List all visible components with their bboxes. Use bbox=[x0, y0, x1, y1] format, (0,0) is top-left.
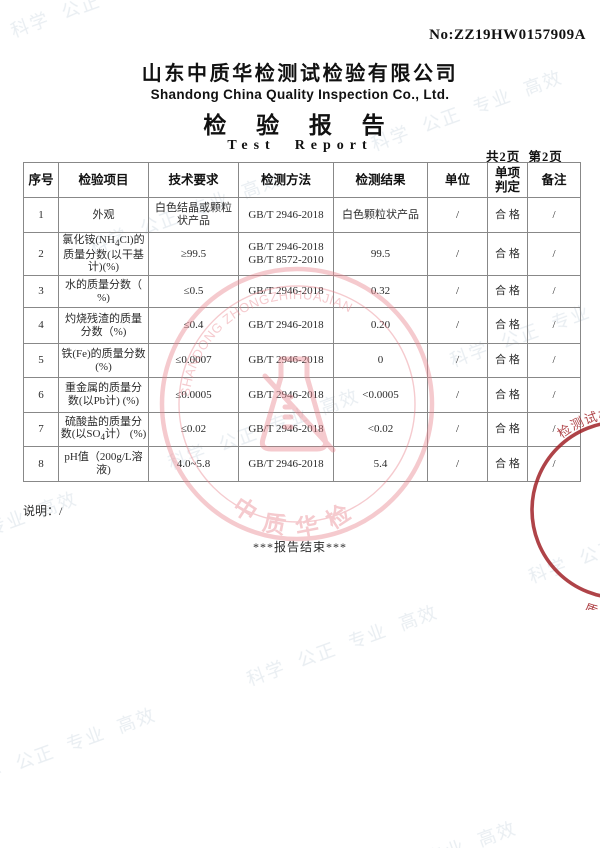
svg-text:质 量 印 章: 质 量 印 章 bbox=[582, 601, 600, 610]
svg-text:中质华检: 中质华检 bbox=[228, 492, 366, 541]
